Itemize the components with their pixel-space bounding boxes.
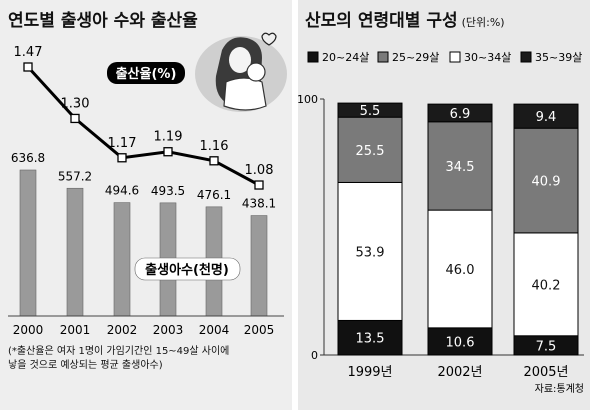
fertility-series-name: 출산율(%) bbox=[116, 66, 177, 82]
births-bar bbox=[250, 215, 268, 317]
fertility-series-label: 출산율(%) bbox=[107, 62, 185, 84]
year-category-label: 1999년 bbox=[347, 365, 392, 380]
fertility-value-label: 1.17 bbox=[108, 136, 137, 151]
mother-age-title: 산모의 연령대별 구성 (단위:%) bbox=[305, 6, 505, 31]
mother-age-panel: 산모의 연령대별 구성 (단위:%) 20~24살 25~29살 30~34살 35~3… bbox=[298, 0, 590, 410]
fertility-value-label: 1.16 bbox=[200, 139, 229, 154]
legend-label: 20~24살 bbox=[322, 51, 369, 64]
births-series-label: 출생아수(천명) bbox=[134, 257, 241, 281]
segment-value-label: 7.5 bbox=[536, 339, 557, 354]
stack-segment bbox=[513, 103, 579, 129]
births-value-label: 438.1 bbox=[242, 197, 276, 211]
year-label: 2001 bbox=[60, 323, 91, 337]
legend-swatch bbox=[377, 51, 389, 63]
segment-value-label: 6.9 bbox=[450, 107, 471, 122]
stack-segment bbox=[337, 181, 403, 321]
fertility-value-label: 1.08 bbox=[245, 163, 274, 178]
segment-value-label: 10.6 bbox=[446, 335, 475, 350]
births-panel: 연도별 출생아 수와 출산율 636.8 557.2 494.6 493.5 476.1… bbox=[0, 0, 292, 410]
segment-value-label: 34.5 bbox=[446, 160, 475, 175]
y-tick-label: 0 bbox=[311, 349, 318, 362]
births-bar bbox=[113, 202, 131, 317]
fertility-line bbox=[26, 65, 260, 187]
fertility-value-label: 1.30 bbox=[61, 96, 90, 111]
legend-label: 25~29살 bbox=[392, 51, 439, 64]
births-value-label: 476.1 bbox=[197, 188, 231, 202]
mother-age-chart: 20~24살 25~29살 30~34살 35~39살 0 100 13.5 53.9 25… bbox=[298, 51, 584, 395]
segment-value-label: 40.9 bbox=[532, 175, 561, 190]
segment-value-label: 5.5 bbox=[360, 104, 381, 119]
segment-value-label: 53.9 bbox=[356, 245, 385, 260]
births-value-label: 494.6 bbox=[105, 184, 139, 198]
fertility-point bbox=[209, 156, 219, 166]
year-label: 2002 bbox=[107, 323, 138, 337]
births-series-name: 출생아수(천명) bbox=[145, 262, 229, 278]
legend-label: 35~39살 bbox=[535, 51, 582, 64]
legend-swatch bbox=[449, 51, 461, 63]
fertility-point bbox=[254, 180, 264, 190]
births-chart: 636.8 557.2 494.6 493.5 476.1 438.1 출생아수(천명) 1… bbox=[8, 32, 287, 337]
fertility-point bbox=[163, 147, 173, 157]
legend-swatch bbox=[307, 51, 319, 63]
legend-swatch bbox=[520, 51, 532, 63]
segment-value-label: 25.5 bbox=[356, 144, 385, 159]
year-label: 2005 bbox=[244, 323, 275, 337]
fertility-point bbox=[117, 153, 127, 163]
segment-value-label: 40.2 bbox=[532, 278, 561, 293]
births-bar bbox=[66, 187, 84, 317]
year-label: 2000 bbox=[13, 323, 44, 337]
stack-segment bbox=[427, 209, 493, 329]
births-value-label: 636.8 bbox=[11, 151, 45, 165]
year-category-label: 2002년 bbox=[437, 365, 482, 380]
fertility-value-label: 1.19 bbox=[154, 130, 183, 145]
y-tick-label: 100 bbox=[298, 93, 318, 106]
fertility-value-label: 1.47 bbox=[14, 45, 43, 60]
year-category-label: 2005년 bbox=[523, 365, 568, 380]
stack-segment bbox=[337, 116, 403, 183]
legend-label: 30~34살 bbox=[464, 51, 511, 64]
year-label: 2004 bbox=[199, 323, 230, 337]
source-label: 자료:통계청 bbox=[535, 383, 584, 395]
segment-value-label: 13.5 bbox=[356, 332, 385, 347]
births-value-label: 557.2 bbox=[58, 169, 92, 183]
births-title: 연도별 출생아 수와 출산율 bbox=[8, 11, 198, 31]
stack-segment bbox=[513, 232, 579, 337]
births-footnote: (*출산율은 여자 1명이 가임기간인 15~49살 사이에 낳을 것으로 예상… bbox=[8, 346, 230, 371]
fertility-point bbox=[23, 62, 33, 72]
mother-age-title-text: 산모의 연령대별 구성 bbox=[305, 11, 458, 31]
segment-value-label: 46.0 bbox=[446, 263, 475, 278]
stack-segment bbox=[427, 103, 493, 123]
stack-segment bbox=[337, 102, 403, 118]
births-bar bbox=[19, 169, 37, 317]
mother-baby-illustration bbox=[195, 32, 287, 112]
births-value-label: 493.5 bbox=[151, 184, 185, 198]
mother-age-unit: (단위:%) bbox=[461, 16, 505, 29]
segment-value-label: 9.4 bbox=[536, 110, 557, 125]
fertility-point bbox=[70, 113, 80, 124]
year-label: 2003 bbox=[153, 323, 184, 337]
stack-segment bbox=[427, 121, 493, 211]
